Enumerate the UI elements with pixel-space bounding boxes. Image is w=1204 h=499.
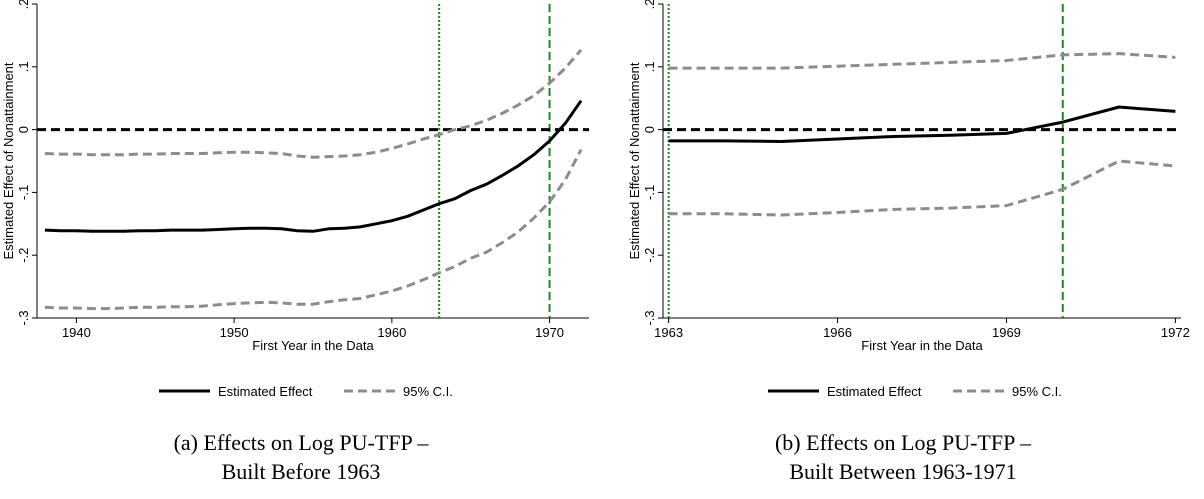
chart-a-ci-upper-line [44,48,583,159]
chart-a-y-tick-label: -.2 [16,248,31,263]
chart-b-y-tick-label: -.3 [642,310,657,325]
chart-b-x-tick-label: 1969 [992,325,1021,340]
chart-a-y-tick-label: -.3 [16,310,31,325]
chart-b-x-tick-label: 1966 [823,325,852,340]
caption-b-line1: (b) Effects on Log PU-TFP – [774,430,1032,455]
chart-b-legend-ci-label: 95% C.I. [1012,384,1062,399]
chart-a-x-axis-label: First Year in the Data [252,338,374,353]
chart-a-legend-ci-label: 95% C.I. [403,384,453,399]
chart-b-y-tick-label: -.1 [642,185,657,200]
chart-a-y-tick-label: .2 [16,0,31,9]
chart-a-x-tick-label: 1940 [62,325,91,340]
caption-a-line2: Built Before 1963 [221,459,381,484]
chart-a-svg: -.3 -.2 -.1 0 .1 .2 1940 1950 1960 1970 First Year… [1,0,589,399]
chart-a-legend-estimate-label: Estimated Effect [218,384,313,399]
caption-a: (a) Effects on Log PU-TFP – Built Before… [0,428,602,486]
chart-a-y-axis-label: Estimated Effect of Nonattainment [1,62,16,259]
caption-b: (b) Effects on Log PU-TFP – Built Betwee… [602,428,1204,486]
chart-b-ci-lower-line [668,159,1176,217]
chart-b-y-tick-label: 0 [642,126,657,133]
chart-b-y-axis-label: Estimated Effect of Nonattainment [627,62,642,259]
chart-b-y-tick-label: .2 [642,0,657,9]
chart-a-y-tick-label: 0 [16,126,31,133]
chart-a-y-tick-label: .1 [16,61,31,72]
chart-panel-b: -.3 -.2 -.1 0 .1 .2 1963 1966 1969 1972 First Year… [602,0,1204,499]
chart-b-svg: -.3 -.2 -.1 0 .1 .2 1963 1966 1969 1972 First Year… [627,0,1190,399]
chart-a-ci-lower-line [44,149,583,311]
chart-b-x-tick-label: 1963 [654,325,683,340]
chart-a-x-tick-label: 1950 [220,325,249,340]
chart-a-y-tick-label: -.1 [16,185,31,200]
chart-a-estimate-line [44,99,583,233]
chart-b-y-tick-label: .1 [642,61,657,72]
chart-b-legend-estimate-label: Estimated Effect [827,384,922,399]
chart-a-x-tick-label: 1970 [535,325,564,340]
chart-b-x-tick-label: 1972 [1161,325,1190,340]
chart-b-ci-upper-line [668,52,1176,70]
caption-b-line2: Built Between 1963-1971 [789,459,1017,484]
caption-a-line1: (a) Effects on Log PU-TFP – [173,430,429,455]
chart-b-estimate-line [668,105,1176,143]
chart-panel-a: -.3 -.2 -.1 0 .1 .2 1940 1950 1960 1970 First Year… [0,0,602,486]
chart-b-x-axis-label: First Year in the Data [861,338,983,353]
chart-b-y-tick-label: -.2 [642,248,657,263]
chart-a-x-tick-label: 1960 [377,325,406,340]
